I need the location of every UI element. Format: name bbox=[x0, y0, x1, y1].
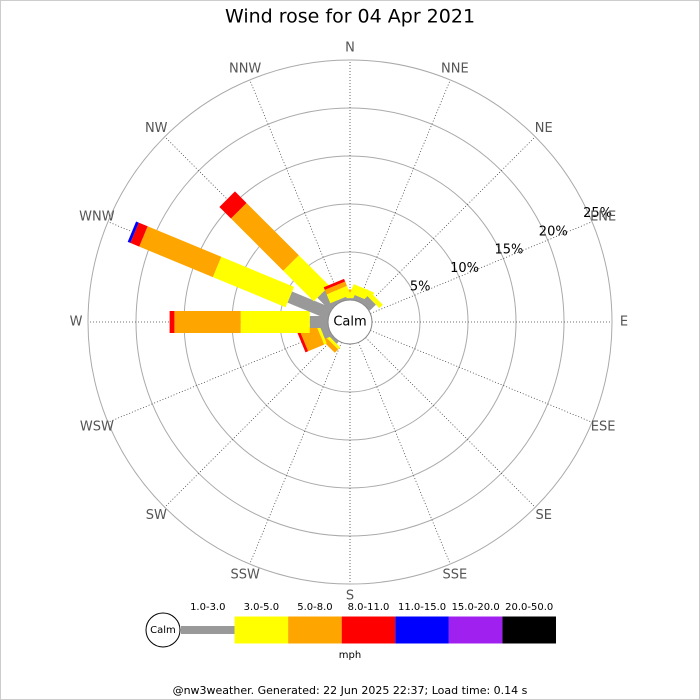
legend-swatch bbox=[395, 616, 449, 644]
legend-label: 20.0-50.0 bbox=[505, 602, 553, 613]
bar-segment bbox=[130, 222, 148, 247]
bar-segment bbox=[323, 278, 346, 290]
bar-segment bbox=[139, 226, 222, 278]
legend-unit: mph bbox=[339, 650, 361, 661]
bar-segment bbox=[334, 296, 348, 304]
bar-segment bbox=[297, 330, 309, 353]
spoke bbox=[365, 136, 536, 307]
direction-label: SSE bbox=[442, 568, 467, 583]
direction-label: SW bbox=[146, 508, 167, 523]
bar-segment bbox=[240, 311, 310, 333]
direction-label: NNW bbox=[229, 61, 261, 76]
bar-segment bbox=[315, 323, 327, 345]
legend-label: 8.0-11.0 bbox=[348, 602, 390, 613]
direction-label: NNE bbox=[441, 61, 469, 76]
r-tick-label: 15% bbox=[494, 243, 523, 258]
legend-label: 11.0-15.0 bbox=[398, 602, 446, 613]
spoke bbox=[164, 337, 335, 508]
direction-label: E bbox=[620, 315, 628, 330]
legend-swatch bbox=[502, 616, 556, 644]
bar-segment bbox=[344, 298, 356, 300]
r-tick-label: 5% bbox=[410, 279, 431, 294]
spoke bbox=[370, 221, 593, 314]
calm-circle bbox=[327, 299, 373, 345]
bar-segment bbox=[287, 291, 332, 320]
bar-segment bbox=[283, 255, 330, 302]
spoke bbox=[370, 330, 593, 423]
bars bbox=[127, 191, 383, 353]
bar-segment bbox=[361, 296, 376, 311]
bar-segment bbox=[127, 221, 139, 243]
bar-segment bbox=[230, 202, 299, 271]
bar-segment bbox=[219, 191, 247, 219]
calm-label: Calm bbox=[333, 315, 366, 330]
spoke bbox=[358, 342, 451, 565]
legend-swatch bbox=[341, 616, 396, 644]
direction-label: N bbox=[345, 41, 355, 56]
footer: @nw3weather. Generated: 22 Jun 2025 22:3… bbox=[173, 684, 528, 697]
legend-swatch bbox=[181, 626, 235, 634]
grid: 5% 10% 15% 20% 25% N NNE NE ENE E ESE SE SSE S SSW SW WS… bbox=[70, 41, 629, 604]
direction-label: ESE bbox=[591, 419, 616, 434]
r-tick-label: 20% bbox=[539, 224, 568, 239]
legend-calm-label: Calm bbox=[150, 625, 176, 636]
direction-label: S bbox=[346, 589, 354, 604]
legend-label: 15.0-20.0 bbox=[452, 602, 500, 613]
legend-swatch bbox=[234, 616, 289, 644]
legend-swatch bbox=[448, 616, 503, 644]
legend-label: 1.0-3.0 bbox=[190, 602, 225, 613]
bar-segment bbox=[309, 316, 328, 328]
bar-segment bbox=[363, 289, 383, 309]
spoke bbox=[107, 330, 330, 423]
spoke bbox=[249, 79, 342, 302]
direction-label: NE bbox=[535, 121, 553, 136]
legend-label: 5.0-8.0 bbox=[297, 602, 332, 613]
direction-label: WSW bbox=[80, 419, 114, 434]
direction-label: W bbox=[70, 315, 83, 330]
spoke bbox=[249, 342, 342, 565]
legend-calm bbox=[145, 612, 181, 648]
spoke bbox=[358, 79, 451, 302]
bar-segment bbox=[212, 256, 294, 308]
bar-segment bbox=[174, 311, 241, 333]
bar-segment bbox=[326, 285, 351, 304]
chart-title: Wind rose for 04 Apr 2021 bbox=[225, 6, 475, 28]
direction-label: ENE bbox=[590, 210, 616, 225]
direction-label: NW bbox=[145, 121, 168, 136]
r-tick-label: 10% bbox=[450, 261, 479, 276]
bar-segment bbox=[317, 289, 339, 311]
bar-segment bbox=[320, 324, 332, 339]
bar-segment bbox=[169, 311, 175, 333]
grid-ring bbox=[87, 59, 613, 585]
r-tick-label: 25% bbox=[583, 206, 612, 221]
legend-label: 3.0-5.0 bbox=[244, 602, 279, 613]
direction-label: SSW bbox=[230, 568, 260, 583]
legend: Calm mph 1.0-3.0 3.0-5.0 5.0-8.0 8.0-11.0 11… bbox=[145, 602, 556, 661]
bar-segment bbox=[324, 281, 347, 295]
legend-swatch bbox=[288, 616, 342, 644]
direction-label: SE bbox=[536, 508, 552, 523]
direction-label: WNW bbox=[79, 210, 115, 225]
spoke bbox=[365, 337, 536, 508]
